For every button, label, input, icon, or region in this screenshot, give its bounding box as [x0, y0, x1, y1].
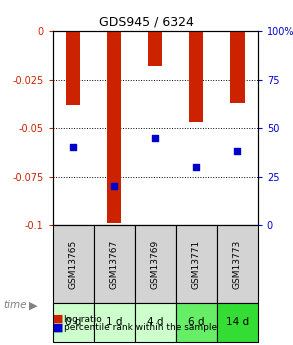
FancyBboxPatch shape — [53, 303, 94, 342]
Point — [235, 149, 240, 154]
Text: percentile rank within the sample: percentile rank within the sample — [64, 323, 218, 332]
Point — [153, 135, 158, 140]
Point — [194, 164, 199, 170]
FancyBboxPatch shape — [135, 303, 176, 342]
Bar — [189, 31, 204, 122]
Text: 14 d: 14 d — [226, 317, 249, 327]
Text: GSM13771: GSM13771 — [192, 239, 201, 288]
FancyBboxPatch shape — [176, 225, 217, 303]
Bar — [148, 31, 162, 66]
Text: ▶: ▶ — [29, 300, 38, 310]
FancyBboxPatch shape — [94, 225, 135, 303]
Text: time: time — [3, 300, 26, 310]
Bar — [107, 31, 121, 223]
Bar — [230, 31, 244, 103]
Text: 6 d: 6 d — [188, 317, 205, 327]
Point — [71, 145, 76, 150]
FancyBboxPatch shape — [176, 303, 217, 342]
FancyBboxPatch shape — [135, 225, 176, 303]
Text: ■: ■ — [53, 323, 63, 333]
Text: GSM13769: GSM13769 — [151, 239, 160, 288]
Text: GSM13765: GSM13765 — [69, 239, 78, 288]
Bar — [66, 31, 80, 105]
FancyBboxPatch shape — [53, 225, 94, 303]
FancyBboxPatch shape — [217, 225, 258, 303]
Text: GSM13767: GSM13767 — [110, 239, 119, 288]
Text: GSM13773: GSM13773 — [233, 239, 242, 288]
Text: 4 d: 4 d — [147, 317, 163, 327]
FancyBboxPatch shape — [94, 303, 135, 342]
Text: ■: ■ — [53, 314, 63, 324]
Text: GDS945 / 6324: GDS945 / 6324 — [99, 16, 194, 29]
Point — [112, 184, 117, 189]
Text: log ratio: log ratio — [64, 315, 102, 324]
FancyBboxPatch shape — [217, 303, 258, 342]
Text: 0 d: 0 d — [65, 317, 81, 327]
Text: 1 d: 1 d — [106, 317, 122, 327]
